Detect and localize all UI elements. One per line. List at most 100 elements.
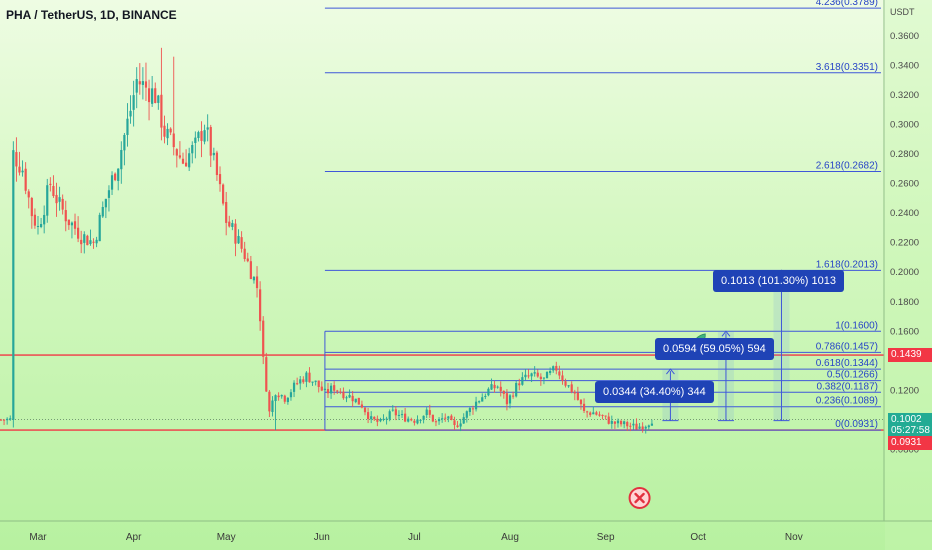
candle-body bbox=[422, 415, 425, 420]
candle-body bbox=[385, 418, 388, 420]
candle-body bbox=[231, 223, 234, 227]
candle-body bbox=[397, 414, 401, 416]
candle-body bbox=[456, 425, 459, 428]
candle-body bbox=[194, 137, 197, 144]
close-circle-icon bbox=[628, 487, 651, 509]
candle-body bbox=[644, 426, 647, 429]
candle-body bbox=[154, 88, 157, 103]
candle-body bbox=[416, 419, 419, 424]
candle-body bbox=[166, 128, 169, 139]
candle-body bbox=[98, 214, 101, 242]
candle-body bbox=[296, 383, 299, 385]
target-tag-0[interactable]: 0.0344 (34.40%) 344 bbox=[595, 381, 714, 403]
candle-body bbox=[24, 168, 27, 191]
candle-body bbox=[169, 128, 172, 133]
candle-body bbox=[117, 168, 120, 181]
candle-body bbox=[240, 237, 243, 249]
candle-body bbox=[225, 202, 228, 223]
candle-body bbox=[515, 382, 518, 397]
candle-body bbox=[425, 409, 428, 416]
price-axis-bg bbox=[885, 0, 932, 550]
candle-body bbox=[589, 412, 592, 415]
symbol-title[interactable]: PHA / TetherUS, 1D, BINANCE bbox=[6, 8, 177, 22]
candle-body bbox=[604, 415, 607, 417]
price-tick-label: 0.1800 bbox=[890, 297, 919, 308]
candle-body bbox=[366, 412, 370, 419]
candle-body bbox=[114, 173, 117, 181]
candle-body bbox=[437, 419, 441, 422]
candle-body bbox=[493, 384, 496, 389]
candle-body bbox=[184, 162, 188, 167]
candle-body bbox=[255, 276, 259, 289]
candle-body bbox=[120, 149, 123, 170]
candle-body bbox=[441, 418, 444, 420]
fib-label-0.618: 0.618(0.1344) bbox=[816, 358, 878, 369]
candle-body bbox=[638, 426, 641, 429]
candle-body bbox=[465, 411, 468, 418]
fib-label-0.786: 0.786(0.1457) bbox=[816, 341, 878, 352]
candle-body bbox=[586, 411, 589, 413]
candle-body bbox=[499, 386, 502, 392]
candle-body bbox=[444, 417, 447, 419]
candle-body bbox=[73, 221, 77, 229]
price-tick-label: 0.3200 bbox=[890, 90, 919, 101]
target-arrowhead-0 bbox=[666, 368, 675, 375]
candle-body bbox=[323, 388, 327, 391]
time-tick-label: Apr bbox=[126, 532, 142, 543]
candle-body bbox=[197, 132, 200, 139]
candle-body bbox=[58, 197, 61, 202]
candle-body bbox=[333, 385, 336, 391]
candle-body bbox=[277, 395, 280, 398]
plot-group: 4.236(0.3789) 3.618(0.3351) 2.618(0.2682) 1… bbox=[0, 0, 884, 509]
candle-body bbox=[431, 414, 434, 422]
candle-body bbox=[151, 88, 154, 104]
candle-body bbox=[104, 198, 107, 208]
candle-body bbox=[468, 408, 471, 413]
candle-body bbox=[36, 225, 40, 227]
price-tick-label: 0.2800 bbox=[890, 149, 919, 160]
candle-body bbox=[80, 239, 83, 245]
candle-body bbox=[351, 395, 354, 402]
candle-body bbox=[246, 258, 249, 262]
target-tag-1[interactable]: 0.0594 (59.05%) 594 bbox=[655, 338, 774, 360]
candle-body bbox=[428, 410, 431, 415]
candle-body bbox=[536, 372, 539, 377]
candle-body bbox=[650, 423, 654, 426]
candle-body bbox=[160, 94, 163, 128]
candle-body bbox=[286, 397, 289, 403]
candle-body bbox=[370, 416, 373, 420]
candle-body bbox=[70, 222, 74, 226]
candle-body bbox=[487, 388, 490, 396]
candle-body bbox=[549, 370, 552, 373]
candle-body bbox=[262, 320, 265, 357]
time-tick-label: May bbox=[217, 532, 236, 543]
candle-body bbox=[413, 420, 416, 423]
candle-body bbox=[299, 379, 302, 384]
price-box-1: 0.1002 05:27:58 bbox=[888, 412, 932, 438]
candle-body bbox=[607, 416, 610, 424]
candle-body bbox=[83, 234, 86, 243]
candle-body bbox=[126, 118, 129, 135]
candle-body bbox=[283, 395, 286, 402]
candle-body bbox=[268, 391, 271, 412]
candle-body bbox=[77, 227, 80, 239]
candle-body bbox=[326, 388, 330, 394]
fib-label-2.618: 2.618(0.2682) bbox=[816, 161, 878, 172]
fib-label-4.236: 4.236(0.3789) bbox=[816, 0, 878, 8]
candle-body bbox=[27, 191, 30, 198]
candle-body bbox=[147, 88, 151, 103]
candle-body bbox=[252, 276, 256, 281]
candle-body bbox=[132, 95, 135, 110]
price-tick-label: 0.2000 bbox=[890, 267, 919, 278]
time-tick-label: Jul bbox=[408, 532, 421, 543]
price-box-0: 0.1439 bbox=[888, 348, 932, 363]
price-axis-unit: USDT bbox=[890, 7, 915, 17]
target-tag-2[interactable]: 0.1013 (101.30%) 1013 bbox=[713, 270, 844, 292]
candle-body bbox=[55, 194, 58, 204]
candle-body bbox=[292, 382, 296, 392]
candle-body bbox=[373, 416, 376, 420]
candle-body bbox=[33, 214, 37, 226]
candle-body bbox=[61, 198, 64, 210]
